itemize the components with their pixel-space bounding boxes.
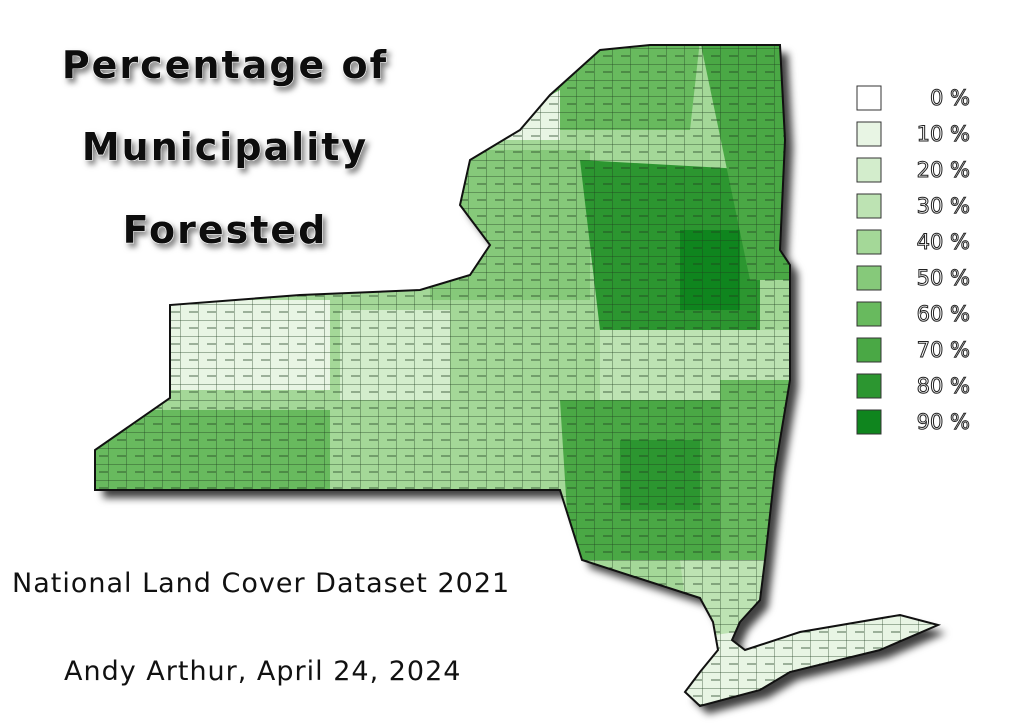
legend-swatch xyxy=(856,157,882,183)
title: Percentage of Municipality Forested xyxy=(61,43,388,253)
legend-label: 0 % xyxy=(930,86,970,110)
legend-label: 60 % xyxy=(917,302,970,326)
legend-label: 10 % xyxy=(917,122,970,146)
legend-swatch xyxy=(856,301,882,327)
credit: Andy Arthur, April 24, 2024 xyxy=(64,656,461,687)
legend-swatch xyxy=(856,229,882,255)
title-line: Municipality xyxy=(82,125,368,169)
legend-swatch xyxy=(856,193,882,219)
legend-label: 20 % xyxy=(917,158,970,182)
legend-label: 90 % xyxy=(917,410,970,434)
legend-swatch xyxy=(856,337,882,363)
legend-swatch xyxy=(856,121,882,147)
legend-label: 50 % xyxy=(917,266,970,290)
legend-swatch xyxy=(856,409,882,435)
legend-swatch xyxy=(856,85,882,111)
source: National Land Cover Dataset 2021 xyxy=(12,568,510,599)
legend-swatch xyxy=(856,265,882,291)
legend-label: 80 % xyxy=(917,374,970,398)
legend-label: 40 % xyxy=(917,230,970,254)
title-line: Forested xyxy=(123,208,328,252)
legend: 0 % 10 % 20 % 30 % 40 % 50 % 60 % 70 % 80 % 90 % xyxy=(856,85,971,435)
legend-label: 70 % xyxy=(917,338,970,362)
title-line: Percentage of xyxy=(62,43,388,87)
legend-swatch xyxy=(856,373,882,399)
legend-label: 30 % xyxy=(917,194,970,218)
